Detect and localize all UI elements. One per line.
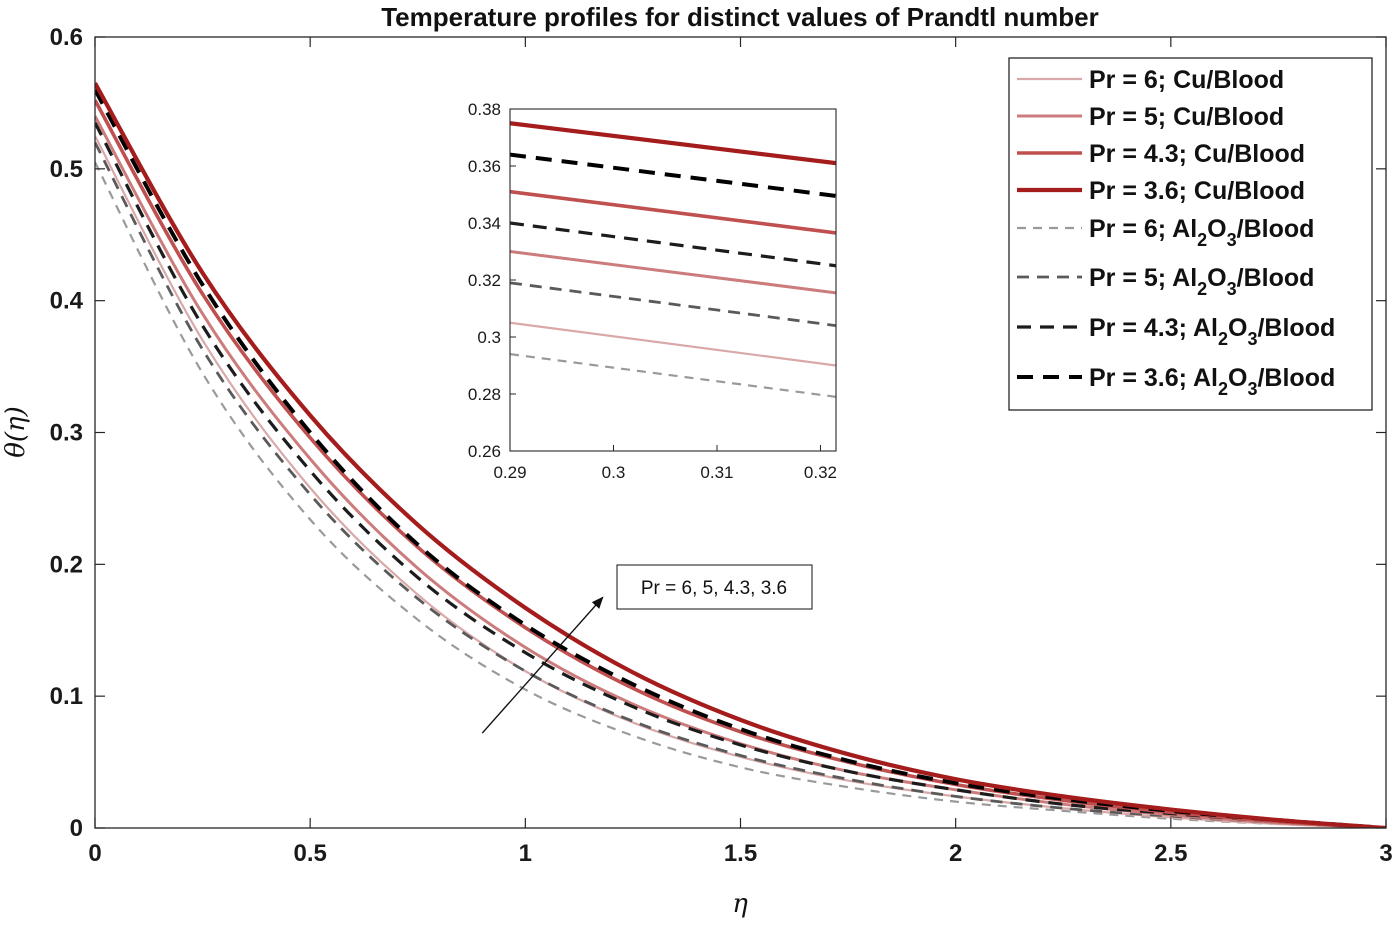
y-tick-label: 0.6 — [50, 24, 83, 51]
inset-y-axis-ticks: 0.26 0.28 0.3 0.32 0.34 0.36 0.38 — [468, 100, 516, 461]
inset-series-line — [510, 152, 836, 198]
legend-label: Pr = 4.3; Cu/Blood — [1089, 140, 1305, 168]
y-tick-label: 0.2 — [50, 551, 83, 578]
x-tick-label: 1.5 — [724, 840, 757, 867]
inset-series-line — [510, 250, 836, 295]
y-axis-label: θ(η) — [1, 406, 31, 458]
annotation-arrow — [481, 596, 604, 734]
series-line — [95, 161, 1386, 828]
inset-x-tick-label: 0.3 — [602, 463, 626, 482]
inset-y-tick-label: 0.3 — [477, 328, 501, 347]
y-tick-label: 0 — [70, 815, 83, 842]
y-tick-label: 0.3 — [50, 420, 83, 447]
annotation-box — [616, 564, 813, 610]
series-line — [95, 115, 1386, 828]
legend-label: Pr = 5; Al2O3/Blood — [1089, 264, 1314, 299]
series-group — [95, 82, 1386, 828]
legend: Pr = 6; Cu/Blood Pr = 5; Cu/Blood Pr = 4.3… — [1008, 57, 1373, 411]
series-line — [95, 141, 1386, 828]
legend-label: Pr = 6; Cu/Blood — [1089, 66, 1284, 94]
x-tick-label: 2 — [949, 840, 962, 867]
inset-x-axis-ticks: 0.29 0.3 0.31 0.32 — [493, 445, 837, 482]
inset-series-line — [510, 321, 836, 367]
inset-y-tick-label: 0.34 — [468, 214, 501, 233]
inset-series-line — [510, 221, 836, 268]
x-tick-label: 1 — [519, 840, 532, 867]
inset-series-group — [510, 121, 836, 398]
legend-label: Pr = 4.3; Al2O3/Blood — [1089, 314, 1335, 349]
y-tick-label: 0.5 — [50, 156, 83, 183]
x-tick-label: 0.5 — [293, 840, 326, 867]
inset-x-tick-label: 0.32 — [804, 463, 837, 482]
annotation-text: Pr = 6, 5, 4.3, 3.6 — [641, 578, 787, 599]
inset-y-tick-label: 0.26 — [468, 442, 501, 461]
x-tick-label: 0 — [88, 840, 101, 867]
inset-series-line — [510, 281, 836, 327]
inset-x-tick-label: 0.29 — [493, 463, 526, 482]
inset-y-tick-label: 0.36 — [468, 157, 501, 176]
x-tick-label: 3 — [1379, 840, 1392, 867]
inset-y-tick-label: 0.32 — [468, 271, 501, 290]
y-tick-label: 0.1 — [50, 683, 83, 710]
series-line — [95, 82, 1386, 828]
y-axis-ticks: 0 0.1 0.2 0.3 0.4 0.5 0.6 — [50, 24, 1386, 842]
legend-label: Pr = 5; Cu/Blood — [1089, 103, 1284, 131]
inset-axes: 0.29 0.3 0.31 0.32 0.260.280.30.320.340.360… — [468, 100, 837, 482]
legend-label: Pr = 6; Al2O3/Blood — [1089, 215, 1314, 250]
legend-entries: Pr = 6; Cu/Blood Pr = 5; Cu/Blood Pr = 4.3… — [1017, 66, 1335, 399]
inset-y-tick-label: 0.38 — [468, 100, 501, 119]
legend-label: Pr = 3.6; Cu/Blood — [1089, 177, 1305, 205]
inset-series-line — [510, 189, 836, 235]
y-tick-label: 0.4 — [50, 288, 84, 315]
inset-y-tick-label: 0.28 — [468, 385, 501, 404]
series-line — [95, 121, 1386, 828]
inset-series-line — [510, 353, 836, 398]
inset-x-tick-label: 0.31 — [700, 463, 733, 482]
inset-series-line — [510, 121, 836, 166]
legend-label: Pr = 3.6; Al2O3/Blood — [1089, 364, 1335, 399]
x-axis-ticks: 0 0.5 1 1.5 2 2.5 3 — [88, 37, 1393, 867]
chart-title: Temperature profiles for distinct values… — [381, 2, 1099, 32]
annotation: Pr = 6, 5, 4.3, 3.6 — [481, 564, 813, 734]
inset-plot-area — [510, 109, 836, 451]
x-axis-label: η — [732, 889, 748, 919]
x-tick-label: 2.5 — [1154, 840, 1187, 867]
